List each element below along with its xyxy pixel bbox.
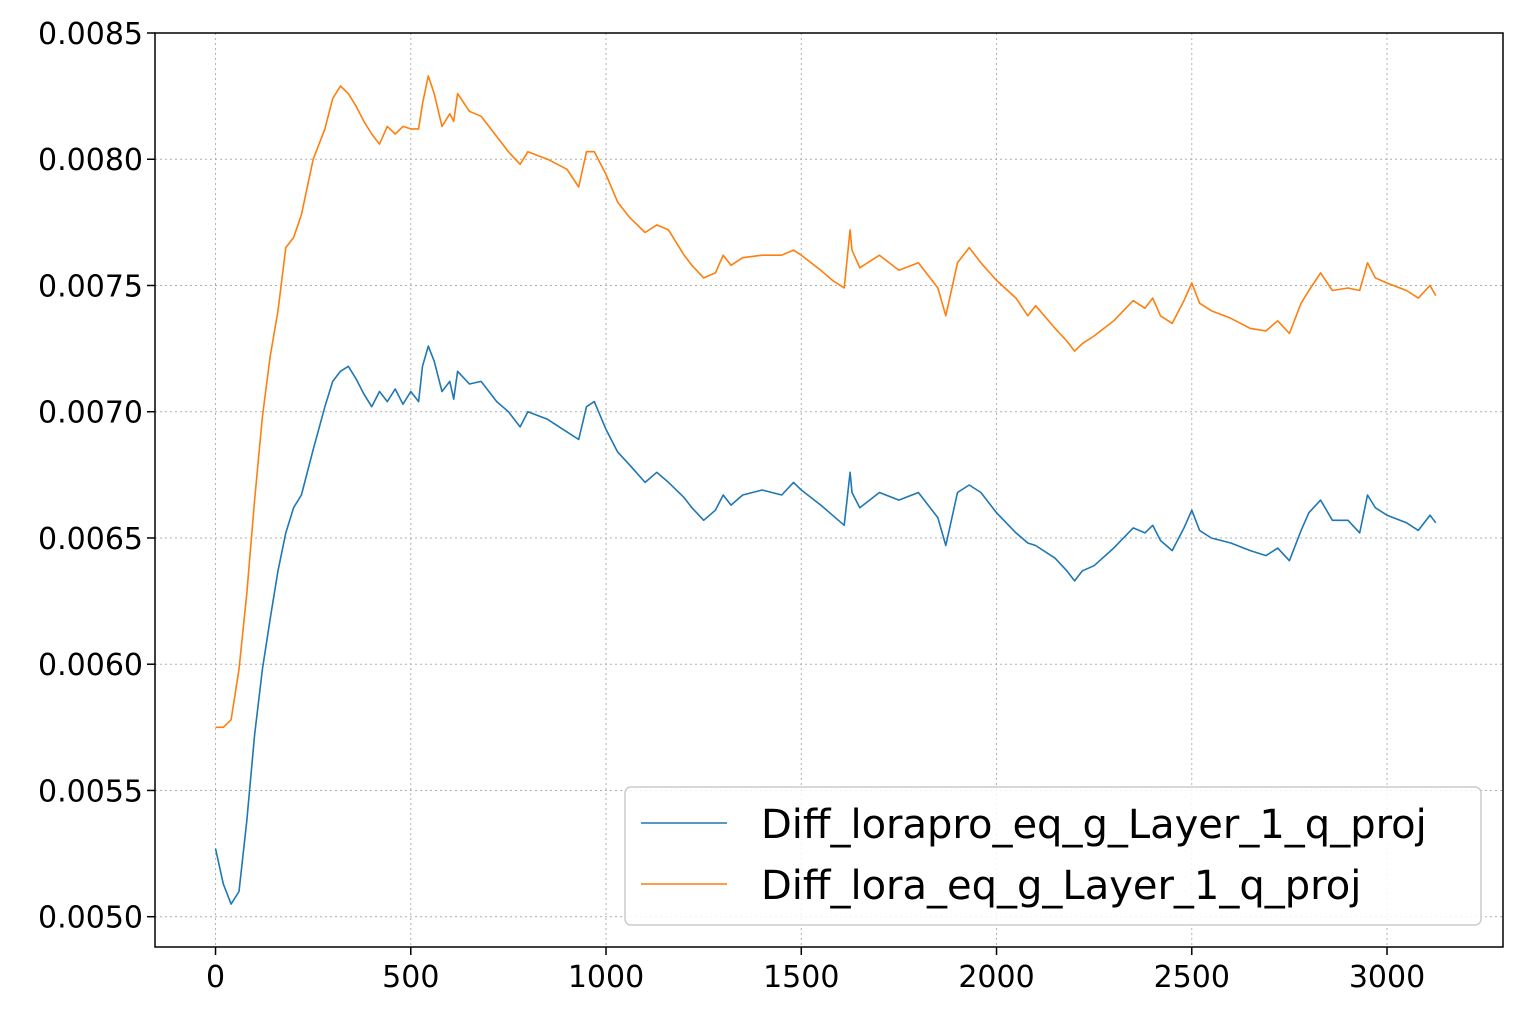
- series-line-1: [214, 345, 1437, 905]
- x-tick-label: 3000: [1349, 960, 1425, 995]
- y-tick-label: 0.0065: [38, 522, 143, 557]
- y-tick-label: 0.0085: [38, 17, 143, 52]
- x-tick-label: 1000: [568, 960, 644, 995]
- x-axis: 0 500 1000 1500 2000 2500 3000: [206, 947, 1425, 995]
- x-tick-label: 2500: [1154, 960, 1230, 995]
- series-line-2: [215, 75, 1437, 729]
- series-layer: [214, 75, 1437, 905]
- y-tick-label: 0.0050: [38, 901, 143, 936]
- y-axis: 0.0050 0.0055 0.0060 0.0065 0.0070 0.0075 0.00…: [38, 17, 155, 936]
- legend-label-1: Diff_lorapro_eq_g_Layer_1_q_proj: [761, 802, 1427, 848]
- y-tick-label: 0.0070: [38, 396, 143, 431]
- y-tick-label: 0.0080: [38, 143, 143, 178]
- y-tick-label: 0.0055: [38, 774, 143, 809]
- y-tick-label: 0.0060: [38, 648, 143, 683]
- x-tick-label: 0: [206, 960, 225, 995]
- x-tick-label: 500: [382, 960, 439, 995]
- legend-label-2: Diff_lora_eq_g_Layer_1_q_proj: [761, 863, 1361, 909]
- legend: Diff_lorapro_eq_g_Layer_1_q_proj Diff_lor…: [624, 786, 1482, 926]
- legend-box: [624, 786, 1482, 926]
- y-tick-label: 0.0075: [38, 269, 143, 304]
- plot-frame: [154, 32, 1504, 948]
- x-tick-label: 1500: [763, 960, 839, 995]
- x-tick-label: 2000: [958, 960, 1034, 995]
